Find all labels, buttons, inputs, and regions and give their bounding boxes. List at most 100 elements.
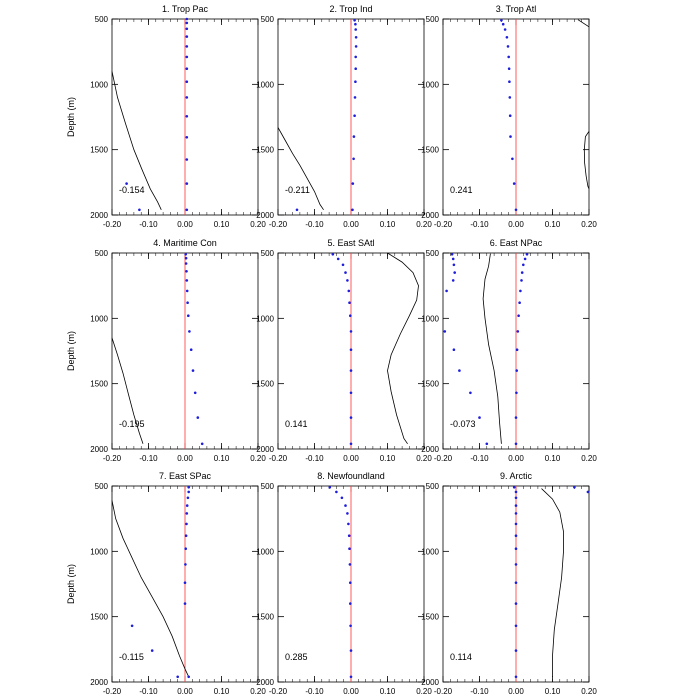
data-point bbox=[353, 96, 357, 99]
data-point bbox=[185, 136, 189, 139]
data-point bbox=[349, 369, 353, 372]
data-point bbox=[450, 253, 454, 256]
x-tick-label: -0.20 bbox=[269, 687, 288, 696]
data-point bbox=[196, 416, 200, 419]
y-tick-label: 1500 bbox=[421, 146, 439, 155]
correlation-value: 0.241 bbox=[450, 185, 473, 195]
y-tick-label: 500 bbox=[426, 482, 440, 491]
data-point bbox=[184, 262, 188, 265]
data-point bbox=[512, 486, 516, 489]
data-point bbox=[185, 45, 189, 48]
data-point bbox=[518, 301, 521, 305]
x-tick-label: -0.10 bbox=[139, 687, 158, 696]
y-tick-label: 2000 bbox=[256, 678, 274, 687]
data-point bbox=[354, 28, 358, 31]
x-tick-label: -0.20 bbox=[434, 454, 453, 463]
x-tick-label: 0.00 bbox=[177, 454, 193, 463]
y-tick-label: 1000 bbox=[421, 314, 439, 323]
panel-title: 5. East SAtl bbox=[327, 238, 374, 248]
data-point bbox=[340, 496, 344, 500]
data-point bbox=[187, 675, 190, 679]
y-axis-label: Depth (m) bbox=[66, 97, 76, 137]
data-point bbox=[443, 330, 447, 333]
data-point bbox=[514, 496, 518, 500]
data-point bbox=[184, 534, 188, 537]
x-tick-label: -0.10 bbox=[139, 220, 158, 229]
x-tick-label: -0.10 bbox=[470, 687, 489, 696]
data-point bbox=[354, 55, 358, 59]
data-point bbox=[586, 490, 590, 494]
x-tick-label: -0.20 bbox=[434, 220, 453, 229]
data-point bbox=[347, 289, 351, 293]
data-point bbox=[184, 253, 187, 256]
model-curve bbox=[583, 131, 590, 190]
data-point bbox=[478, 416, 481, 419]
x-tick-label: 0.10 bbox=[545, 220, 561, 229]
data-point bbox=[138, 208, 141, 212]
x-tick-label: -0.10 bbox=[305, 220, 324, 229]
data-point bbox=[328, 486, 332, 489]
data-point bbox=[185, 279, 189, 282]
y-tick-label: 500 bbox=[261, 249, 275, 258]
model-curve bbox=[577, 19, 590, 28]
data-point bbox=[452, 348, 456, 352]
data-point bbox=[514, 442, 518, 446]
data-point bbox=[515, 391, 518, 395]
data-point bbox=[514, 547, 518, 550]
panel-7: 7. East SPac -0.20 -0.10 0.00 0.10 0.20 500 100… bbox=[66, 471, 266, 696]
panel-3: 3. Trop Atl -0.20 -0.10 0.00 0.10 0.20 500 1000… bbox=[421, 4, 597, 229]
x-tick-label: -0.10 bbox=[305, 454, 324, 463]
data-point bbox=[185, 67, 189, 70]
x-tick-label: 0.20 bbox=[250, 220, 266, 229]
data-point bbox=[445, 289, 448, 293]
data-point bbox=[509, 135, 512, 138]
data-point bbox=[514, 534, 518, 537]
panel-title: 9. Arctic bbox=[500, 471, 533, 481]
data-point bbox=[347, 522, 350, 526]
y-tick-label: 2000 bbox=[90, 678, 108, 687]
data-point bbox=[514, 208, 518, 212]
data-point bbox=[354, 22, 357, 26]
data-point bbox=[508, 80, 511, 83]
model-curve bbox=[541, 488, 564, 677]
panel-2: 2. Trop Ind -0.20 -0.10 0.00 0.10 0.20 500 1000… bbox=[256, 4, 432, 229]
panel-1: 1. Trop Pac -0.20 -0.10 0.00 0.10 0.20 500 1000… bbox=[66, 4, 266, 229]
panel-title: 3. Trop Atl bbox=[496, 4, 537, 14]
data-point bbox=[505, 36, 509, 39]
data-point bbox=[514, 649, 518, 652]
correlation-value: -0.195 bbox=[119, 419, 145, 429]
data-point bbox=[184, 563, 187, 566]
panel-title: 1. Trop Pac bbox=[162, 4, 209, 14]
data-point bbox=[185, 522, 188, 526]
y-tick-label: 500 bbox=[261, 482, 275, 491]
data-point bbox=[349, 649, 353, 652]
y-tick-label: 2000 bbox=[421, 445, 439, 454]
data-point bbox=[508, 114, 512, 117]
y-tick-label: 1500 bbox=[256, 146, 274, 155]
data-point bbox=[514, 512, 518, 515]
y-tick-label: 500 bbox=[261, 15, 275, 24]
y-tick-label: 1000 bbox=[421, 547, 439, 556]
y-tick-label: 1500 bbox=[421, 613, 439, 622]
data-point bbox=[515, 348, 519, 352]
x-tick-label: -0.10 bbox=[139, 454, 158, 463]
data-point bbox=[188, 330, 191, 333]
data-point bbox=[185, 35, 189, 38]
y-tick-label: 500 bbox=[426, 15, 440, 24]
x-tick-label: 0.10 bbox=[545, 454, 561, 463]
model-curve bbox=[387, 252, 419, 445]
x-tick-label: 0.10 bbox=[214, 687, 230, 696]
x-tick-label: 0.20 bbox=[581, 220, 597, 229]
data-point bbox=[514, 490, 518, 494]
data-point bbox=[354, 67, 358, 70]
data-point bbox=[185, 21, 189, 25]
data-point bbox=[516, 330, 520, 333]
x-tick-label: 0.10 bbox=[545, 687, 561, 696]
data-point bbox=[352, 157, 355, 161]
data-point bbox=[125, 182, 128, 185]
panel-4: 4. Maritime Con -0.20 -0.10 0.00 0.10 0.20 500… bbox=[66, 238, 266, 463]
x-tick-label: 0.20 bbox=[250, 454, 266, 463]
data-point bbox=[130, 624, 134, 628]
data-point bbox=[183, 602, 187, 605]
